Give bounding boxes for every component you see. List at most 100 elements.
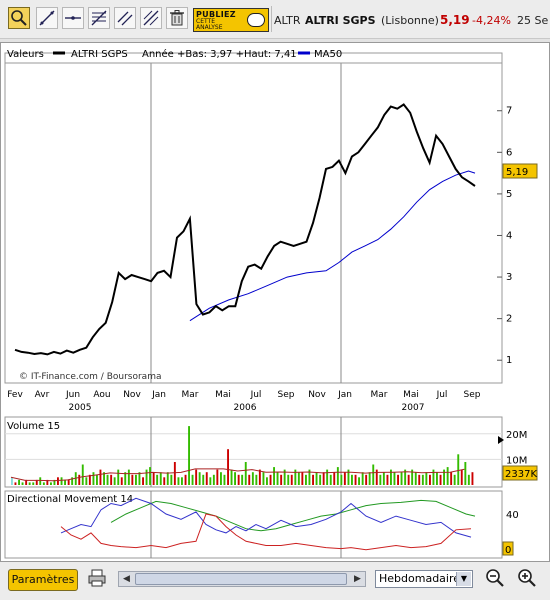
- x-tick-label: Avr: [35, 390, 50, 400]
- volume-bar: [457, 454, 460, 485]
- volume-bar: [28, 482, 31, 485]
- y-tick-label: 3: [506, 272, 512, 283]
- x-tick-label: Jan: [337, 390, 352, 400]
- volume-bar: [258, 469, 261, 485]
- volume-bar: [379, 474, 382, 485]
- volume-bar: [251, 472, 254, 485]
- zoom-out-icon[interactable]: [484, 567, 506, 589]
- volume-bar: [322, 472, 325, 485]
- volume-bar: [173, 462, 176, 485]
- volume-bar: [255, 474, 258, 485]
- ma50-line: [189, 170, 476, 322]
- volume-bar: [124, 472, 127, 485]
- volume-bar: [138, 472, 141, 485]
- y-tick-label: 4: [506, 230, 512, 241]
- volume-bar: [21, 482, 24, 485]
- trash-icon[interactable]: [166, 7, 188, 29]
- volume-bar: [11, 477, 13, 485]
- volume-bar: [67, 479, 70, 485]
- volume-bar: [351, 474, 353, 485]
- volume-bar: [276, 472, 279, 485]
- parallel-tool-icon[interactable]: [114, 7, 136, 29]
- volume-bar: [237, 474, 240, 485]
- volume-bar: [18, 479, 20, 485]
- time-scrollbar[interactable]: ◀ ▶: [118, 571, 366, 587]
- chart-svg[interactable]: 1 2 3 4 5 6 7 Valeurs ALTRI SGPS Année +Bas: 3…: [1, 43, 549, 561]
- volume-y-label: 20M: [506, 430, 527, 441]
- volume-bar: [333, 472, 336, 485]
- scroll-left-icon[interactable]: ◀: [123, 574, 130, 584]
- volume-bar: [110, 474, 113, 485]
- volume-bar: [290, 474, 293, 485]
- parameters-button[interactable]: Paramètres: [8, 569, 78, 591]
- volume-bar: [372, 464, 375, 485]
- period-value: Hebdomadaire: [379, 572, 461, 585]
- volume-bar: [78, 474, 81, 485]
- volume-bar: [57, 477, 59, 485]
- volume-bar: [443, 469, 445, 485]
- volume-bar: [46, 479, 49, 485]
- volume-bar: [287, 474, 290, 485]
- chevron-down-icon[interactable]: ▼: [456, 572, 471, 586]
- volume-bar: [273, 467, 275, 485]
- dm-y-label: 40: [506, 510, 519, 521]
- dm-badge: [502, 541, 514, 556]
- y-tick-label: 5: [506, 189, 512, 200]
- volume-bar: [297, 472, 300, 485]
- scroll-right-icon[interactable]: ▶: [354, 574, 361, 584]
- volume-bar: [142, 477, 144, 485]
- volume-bar: [280, 474, 283, 485]
- dm-title: Directional Movement 14: [7, 494, 133, 505]
- publish-line1: PUBLIEZ: [196, 10, 236, 19]
- month-gridlines: [150, 63, 342, 383]
- volume-bar: [326, 469, 329, 485]
- x-tick-label: Jul: [436, 390, 448, 400]
- volume-bar: [329, 474, 332, 485]
- volume-bar: [92, 472, 95, 485]
- zoom-tool-icon[interactable]: [8, 7, 30, 29]
- legend-label: Valeurs: [7, 49, 44, 60]
- volume-bar: [127, 469, 130, 485]
- volume-bar: [425, 472, 428, 485]
- volume-bar: [386, 474, 389, 485]
- chart-panel: 1 2 3 4 5 6 7 Valeurs ALTRI SGPS Année +Bas: 3…: [0, 42, 550, 562]
- line-tool-icon[interactable]: [36, 7, 58, 29]
- volume-badge: [502, 465, 538, 481]
- volume-bar: [188, 426, 190, 485]
- volume-bar: [230, 469, 233, 485]
- x-tick-label: Jun: [65, 390, 80, 400]
- period-select[interactable]: Hebdomadaire ▼: [375, 570, 473, 588]
- volume-bar: [400, 472, 403, 485]
- volume-bar: [88, 474, 91, 485]
- volume-bar: [71, 477, 74, 485]
- zoom-in-icon[interactable]: [516, 567, 538, 589]
- volume-bar: [450, 472, 453, 485]
- volume-bar: [39, 477, 42, 485]
- volume-bar: [241, 474, 244, 485]
- volume-bar: [81, 464, 84, 485]
- quote-code: ALTR: [274, 14, 301, 27]
- x-tick-label: Mar: [182, 390, 199, 400]
- fibonacci-tool-icon[interactable]: [88, 7, 110, 29]
- volume-bar: [404, 469, 407, 485]
- horizontal-line-tool-icon[interactable]: [62, 7, 84, 29]
- x-tick-label: Sep: [464, 390, 481, 400]
- channel-tool-icon[interactable]: [140, 7, 162, 29]
- dm-minus-line: [60, 513, 472, 551]
- quote-name: ALTRI SGPS: [305, 14, 376, 27]
- publish-analysis-button[interactable]: PUBLIEZ CETTE ANALYSE: [193, 8, 269, 32]
- x-tick-label: Mai: [403, 390, 419, 400]
- volume-bar: [99, 469, 102, 485]
- volume-bar: [191, 474, 194, 485]
- volume-bar: [382, 472, 385, 485]
- printer-icon[interactable]: [87, 568, 107, 588]
- y-tick-label: 7: [506, 106, 512, 117]
- top-toolbar: PUBLIEZ CETTE ANALYSE ALTR ALTRI SGPS (L…: [0, 0, 550, 39]
- dm-y-label: 0: [505, 545, 511, 556]
- credit-text: © IT-Finance.com / Boursorama: [19, 372, 161, 382]
- volume-bar: [467, 474, 470, 485]
- quote-price: 5,19: [440, 13, 470, 27]
- volume-bar: [464, 462, 467, 485]
- volume-bar: [414, 472, 417, 485]
- scrollbar-thumb[interactable]: [135, 573, 347, 585]
